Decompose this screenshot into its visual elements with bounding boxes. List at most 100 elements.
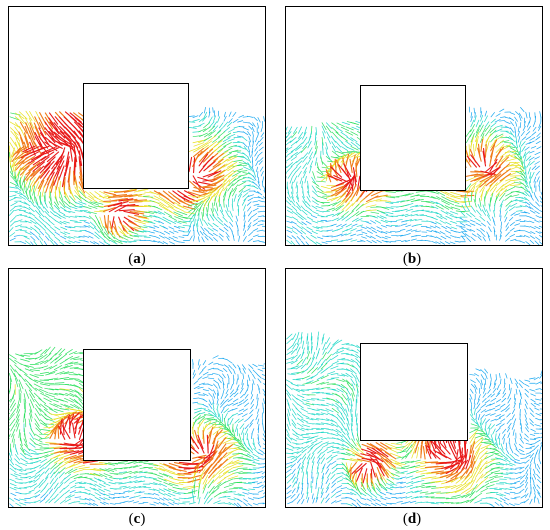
velocity-vector <box>218 418 224 426</box>
velocity-vector <box>330 365 339 370</box>
velocity-vector <box>296 450 303 454</box>
velocity-vector <box>524 150 530 157</box>
velocity-vector <box>69 479 76 484</box>
velocity-vector <box>480 414 485 420</box>
velocity-vector <box>55 215 62 220</box>
velocity-vector <box>177 205 189 211</box>
velocity-vector <box>475 473 484 483</box>
velocity-vector <box>296 225 303 230</box>
velocity-vector <box>313 150 317 159</box>
velocity-vector <box>49 215 57 222</box>
velocity-vector <box>197 490 200 500</box>
velocity-vector <box>529 498 533 505</box>
velocity-vector <box>495 438 498 446</box>
velocity-vector <box>301 180 303 188</box>
velocity-vector <box>400 460 410 464</box>
velocity-vector <box>425 485 437 488</box>
velocity-vector <box>203 496 209 505</box>
velocity-vector <box>360 503 367 506</box>
velocity-vector <box>169 241 175 245</box>
velocity-vector <box>356 487 362 495</box>
velocity-vector <box>217 163 228 172</box>
velocity-vector <box>351 388 355 397</box>
velocity-vector <box>34 116 41 130</box>
velocity-vector <box>525 423 529 429</box>
velocity-vector <box>330 239 339 241</box>
velocity-vector <box>219 122 224 129</box>
velocity-vector <box>502 428 507 434</box>
velocity-vector <box>480 471 490 479</box>
velocity-vector <box>208 412 216 418</box>
velocity-vector <box>202 393 209 396</box>
velocity-vector <box>222 460 233 469</box>
velocity-vector <box>252 453 260 458</box>
velocity-vector <box>515 467 522 469</box>
velocity-vector <box>291 166 298 173</box>
velocity-vector <box>64 450 80 454</box>
velocity-vector <box>341 438 347 444</box>
velocity-vector <box>480 127 486 137</box>
velocity-vector <box>470 473 476 484</box>
velocity-vector <box>242 468 252 471</box>
velocity-vector <box>310 342 313 351</box>
velocity-vector <box>247 222 252 228</box>
velocity-vector <box>519 191 528 196</box>
velocity-vector <box>49 457 59 464</box>
velocity-vector <box>197 386 204 389</box>
velocity-vector <box>320 491 324 498</box>
velocity-vector <box>376 215 384 220</box>
velocity-vector <box>286 135 288 138</box>
velocity-vector <box>84 498 91 501</box>
velocity-vector <box>484 121 490 128</box>
velocity-vector <box>244 389 248 396</box>
velocity-vector <box>356 433 360 442</box>
velocity-vector <box>350 353 359 359</box>
velocity-vector <box>515 170 525 176</box>
velocity-vector <box>390 467 400 473</box>
velocity-vector <box>336 448 345 450</box>
velocity-vector <box>49 175 56 189</box>
velocity-vector <box>44 200 48 208</box>
velocity-vector <box>356 190 365 202</box>
velocity-vector <box>59 419 63 435</box>
velocity-vector <box>354 462 367 474</box>
velocity-vector <box>34 448 44 451</box>
velocity-vector <box>320 156 323 165</box>
velocity-vector <box>536 489 541 495</box>
velocity-vector <box>530 403 536 408</box>
velocity-vector <box>391 462 403 467</box>
velocity-vector <box>198 160 210 174</box>
velocity-vector <box>515 210 523 212</box>
velocity-vector <box>340 153 349 163</box>
velocity-vector <box>217 216 223 223</box>
velocity-vector <box>375 442 388 450</box>
panel-d <box>285 268 543 508</box>
velocity-vector <box>534 161 540 165</box>
velocity-vector <box>247 210 253 217</box>
velocity-vector <box>312 423 321 425</box>
velocity-vector <box>213 418 222 424</box>
velocity-vector <box>149 235 156 237</box>
velocity-vector <box>490 139 498 152</box>
velocity-vector <box>362 468 368 484</box>
velocity-vector <box>314 157 318 166</box>
velocity-vector <box>301 226 307 231</box>
velocity-vector <box>524 388 530 393</box>
velocity-vector <box>425 205 435 209</box>
velocity-vector <box>297 215 304 221</box>
velocity-vector <box>475 481 483 490</box>
velocity-vector <box>109 220 114 235</box>
velocity-vector <box>163 211 172 217</box>
velocity-vector <box>243 502 248 507</box>
velocity-vector <box>500 221 503 228</box>
velocity-vector <box>53 453 65 459</box>
velocity-vector <box>521 136 527 141</box>
velocity-vector <box>304 176 307 184</box>
velocity-vector <box>429 465 444 468</box>
velocity-vector <box>203 414 213 416</box>
velocity-vector <box>475 467 482 478</box>
velocity-vector <box>320 487 324 495</box>
velocity-vector <box>84 190 95 199</box>
velocity-vector <box>109 503 116 505</box>
velocity-vector <box>494 433 497 441</box>
